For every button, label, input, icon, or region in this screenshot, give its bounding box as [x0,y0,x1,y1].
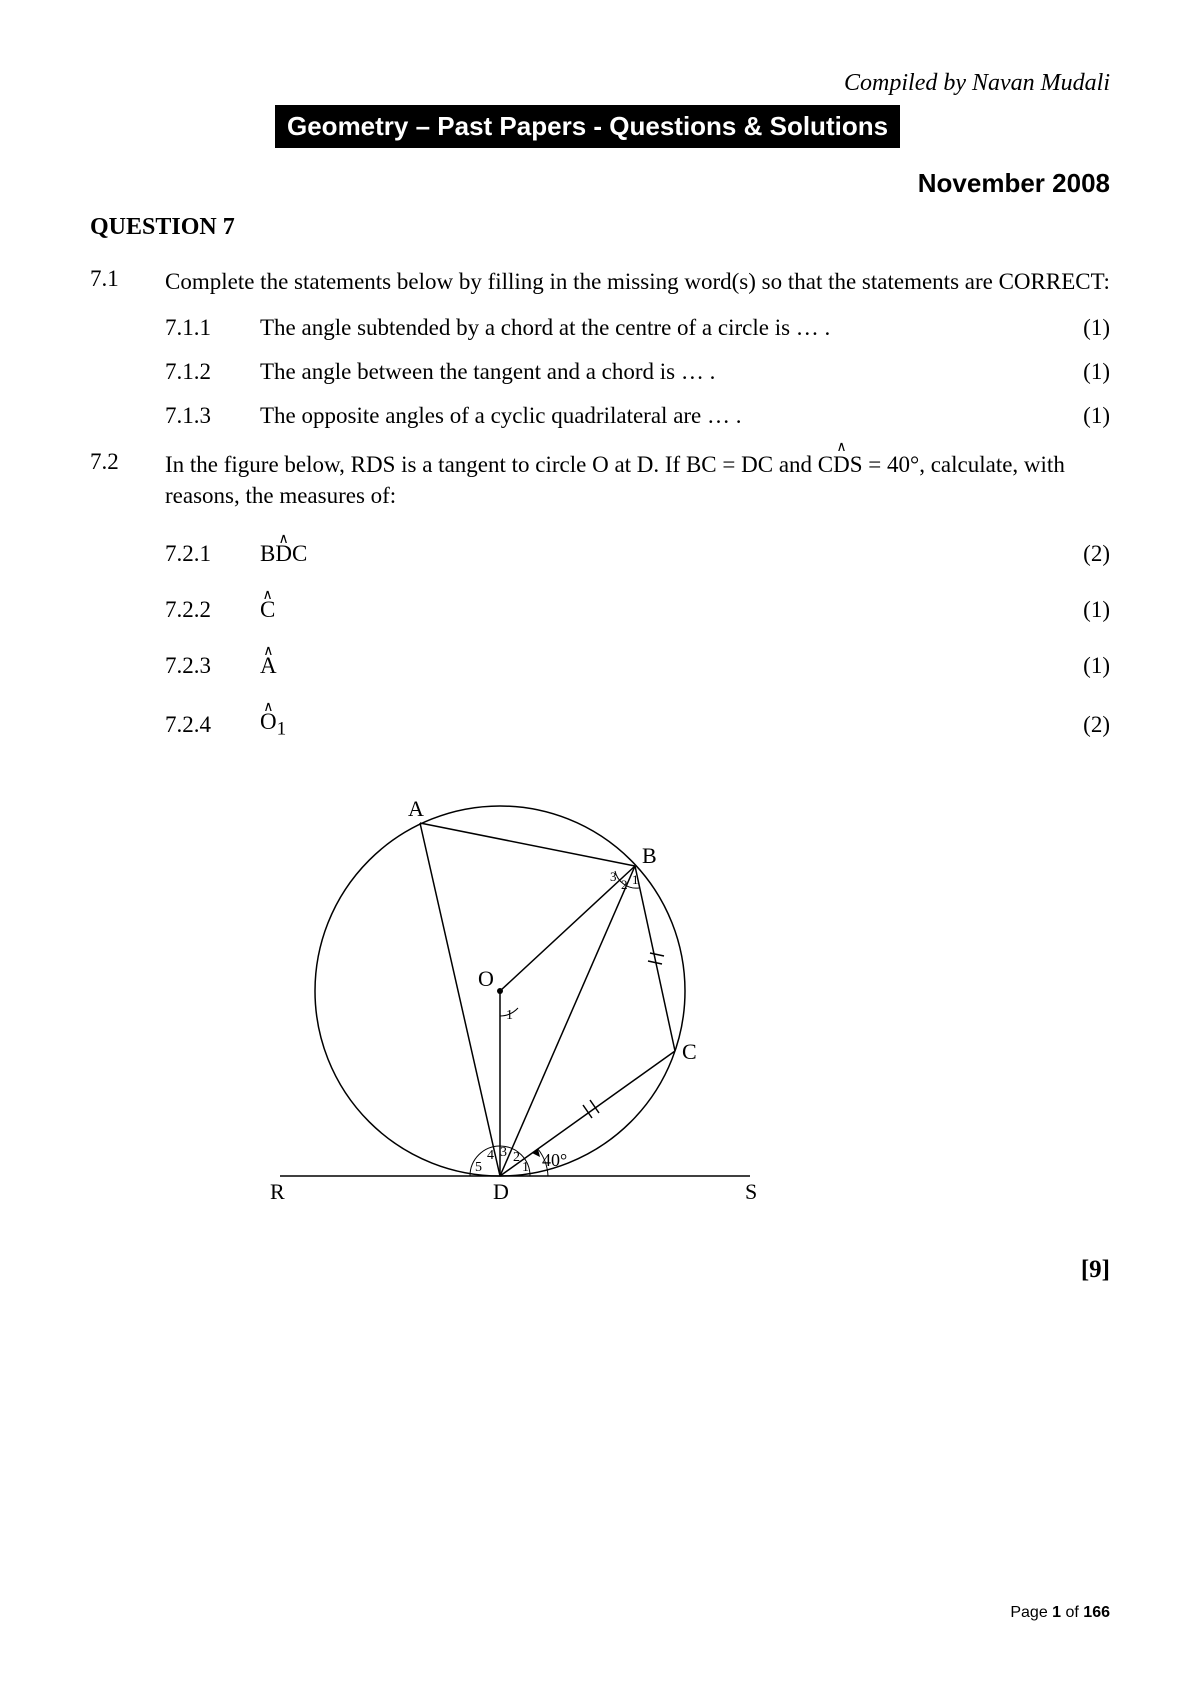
marks: (1) [1065,597,1110,623]
hat-symbol: ∧ [836,439,846,458]
sub-text: The angle between the tangent and a chor… [260,359,1065,385]
sub-number: 7.2.2 [165,597,260,623]
tick-bc-1 [650,953,664,956]
hat-symbol: ∧ [263,699,273,716]
q-text: In the figure below, RDS is a tangent to… [165,449,1110,511]
line-dc [500,1051,675,1176]
total-marks: [9] [90,1256,1110,1284]
marks: (1) [1065,315,1110,341]
circle-diagram-svg: A B C D O R S 40° 1 2 3 4 5 1 2 3 1 [220,771,820,1221]
line-da [420,823,500,1176]
label-40: 40° [542,1150,567,1170]
sub-number: 7.2.3 [165,653,260,679]
hat-expression: ∧O [260,709,277,735]
center-dot [497,988,503,994]
question-7-2: 7.2 In the figure below, RDS is a tangen… [90,449,1110,741]
hat-symbol: ∧ [263,587,273,604]
d-angle-1: 1 [522,1160,529,1175]
hat-expression: ∧A [260,653,277,679]
d-angle-4: 4 [487,1148,494,1163]
question-7-1: 7.1 Complete the statements below by fil… [90,266,1110,429]
d-angle-2: 2 [513,1150,520,1165]
exam-date: November 2008 [90,168,1110,199]
sub-question-row: 7.2.2 ∧C (1) [165,597,1110,623]
footer-page-pre: Page [1010,1604,1052,1621]
q72-text-pre: In the figure below, RDS is a tangent to… [165,452,833,477]
label-d: D [493,1179,509,1204]
q-number: 7.2 [90,449,165,511]
sub-number: 7.1.1 [165,315,260,341]
sub-question-row: 7.1.3 The opposite angles of a cyclic qu… [165,403,1110,429]
line-db [500,866,635,1176]
label-r: R [270,1179,285,1204]
label-a: A [408,796,424,821]
page-title: Geometry – Past Papers - Questions & Sol… [275,105,900,148]
footer-page-mid: of [1061,1604,1083,1621]
d-angle-5: 5 [475,1160,482,1175]
b-angle-1: 1 [632,872,639,887]
sub-question-row: 7.2.1 B∧DC (2) [165,541,1110,567]
sub-number: 7.1.2 [165,359,260,385]
hat-symbol: ∧ [263,643,273,660]
hat-expression: ∧D [275,541,292,567]
sub-text: ∧A [260,653,1065,679]
footer-page-num: 1 [1052,1604,1061,1621]
sub-question-row: 7.2.4 ∧O1 (2) [165,709,1110,741]
geometry-diagram: A B C D O R S 40° 1 2 3 4 5 1 2 3 1 [220,771,1110,1226]
b-angle-2: 2 [621,877,628,892]
label-o: O [478,966,494,991]
sub-text: The angle subtended by a chord at the ce… [260,315,1065,341]
sub-text: ∧C [260,597,1065,623]
sub-number: 7.2.4 [165,712,260,738]
hat-expression: ∧C [260,597,275,623]
label-b: B [642,843,657,868]
sub-question-row: 7.1.1 The angle subtended by a chord at … [165,315,1110,341]
line-ob [500,866,635,991]
line-ab [420,823,635,866]
marks: (2) [1065,541,1110,567]
d-angle-3: 3 [500,1145,507,1160]
b-angle-3: 3 [610,869,617,884]
o-angle-1: 1 [506,1008,513,1023]
sub-text: B∧DC [260,541,1065,567]
q-number: 7.1 [90,266,165,297]
question-heading: QUESTION 7 [90,214,1110,241]
label-s: S [745,1179,757,1204]
marks: (1) [1065,359,1110,385]
sub-question-row: 7.2.3 ∧A (1) [165,653,1110,679]
q-text: Complete the statements below by filling… [165,266,1110,297]
marks: (1) [1065,403,1110,429]
hat-expression: ∧D [833,449,850,480]
label-c: C [682,1039,697,1064]
line-bc [635,866,675,1051]
sub-text: The opposite angles of a cyclic quadrila… [260,403,1065,429]
marks: (1) [1065,653,1110,679]
sub-number: 7.1.3 [165,403,260,429]
footer-page-total: 166 [1083,1604,1110,1621]
compiled-by-text: Compiled by Navan Mudali [90,70,1110,97]
sub-text: ∧O1 [260,709,1065,741]
marks: (2) [1065,712,1110,738]
hat-symbol: ∧ [279,531,289,548]
sub-number: 7.2.1 [165,541,260,567]
title-container: Geometry – Past Papers - Questions & Sol… [90,105,1110,148]
page-footer: Page 1 of 166 [1010,1604,1110,1622]
sub-question-row: 7.1.2 The angle between the tangent and … [165,359,1110,385]
